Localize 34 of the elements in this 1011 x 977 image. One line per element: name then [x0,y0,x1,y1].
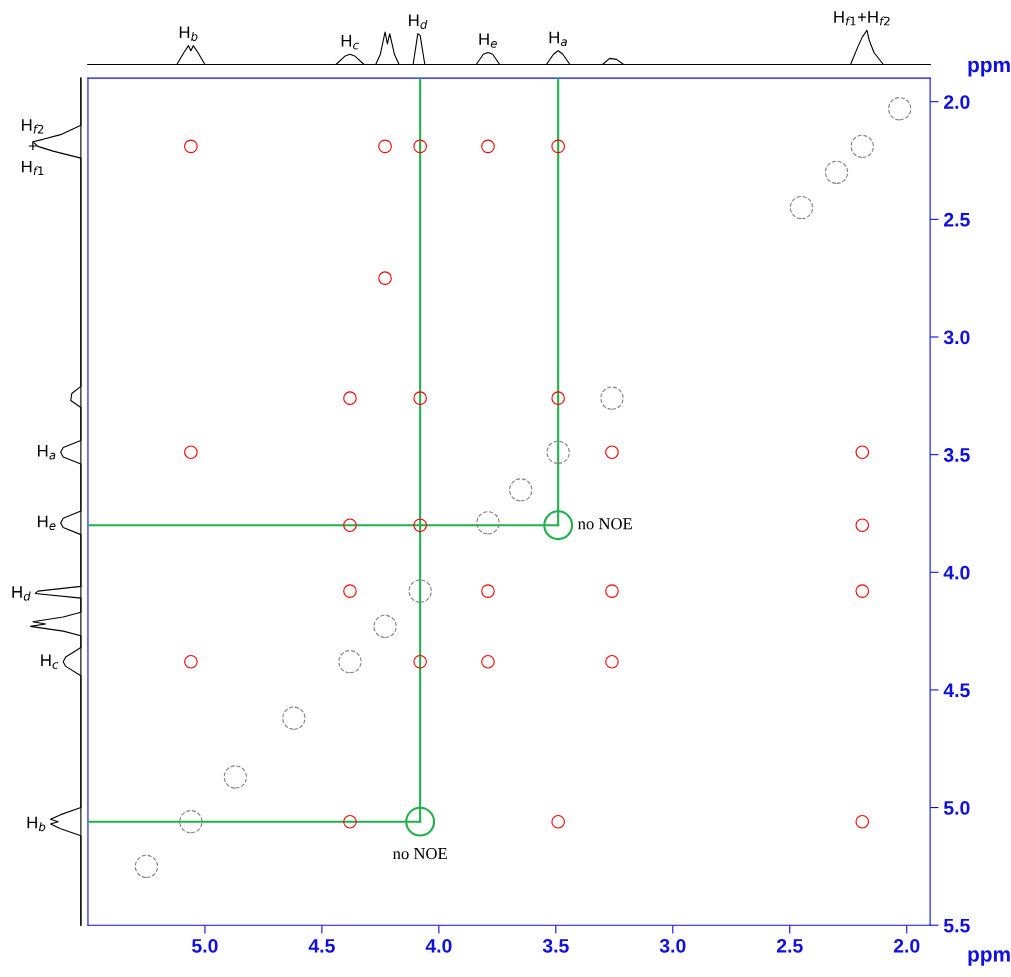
y-tick-label: 2.0 [943,95,970,109]
annotation: H$_{c}$ [41,654,59,669]
annotation: H$_{a}$ [549,31,567,47]
y-axis-title: ppm [968,60,1010,77]
annotation: H$_{f2}$ [22,119,44,134]
y-tick-label: 4.5 [943,683,970,698]
x-tick-label: 2.5 [776,938,803,953]
x-tick-label: 2.0 [893,938,920,953]
annotation: no NOE [392,847,447,860]
x-tick-label: 3.5 [542,938,569,953]
x-tick-label: 5.0 [192,938,218,953]
annotation: H$_{d}$ [12,586,31,601]
x-axis-title: ppm [968,950,1010,966]
annotation: H$_{f1}$ [22,160,44,176]
y-tick-label: 2.5 [943,212,970,227]
y-tick-label: 4.0 [943,565,970,580]
annotation: H$_{d}$ [409,14,428,29]
x-tick-label: 4.5 [308,939,335,953]
annotation: H$_{a}$ [38,445,56,460]
y-tick-label: 5.0 [943,801,970,815]
y-tick-label: 3.5 [943,448,970,462]
annotation: H$_{b}$ [27,816,46,832]
annotation: H$_{e}$ [38,515,56,531]
x-tick-label: 3.0 [659,938,686,953]
y-tick-label: 3.0 [943,330,970,345]
annotation: H$_{e}$ [479,33,497,48]
annotation: no NOE [577,518,632,530]
y-tick-label: 5.5 [943,918,970,933]
annotation: H$_{c}$ [341,35,359,50]
annotation: + [28,141,37,151]
annotation: H$_{b}$ [179,26,198,41]
x-tick-label: 4.0 [425,938,452,953]
annotation: H$_{f2}$ [868,11,890,26]
annotation: H$_{f1}$+ [834,11,867,26]
